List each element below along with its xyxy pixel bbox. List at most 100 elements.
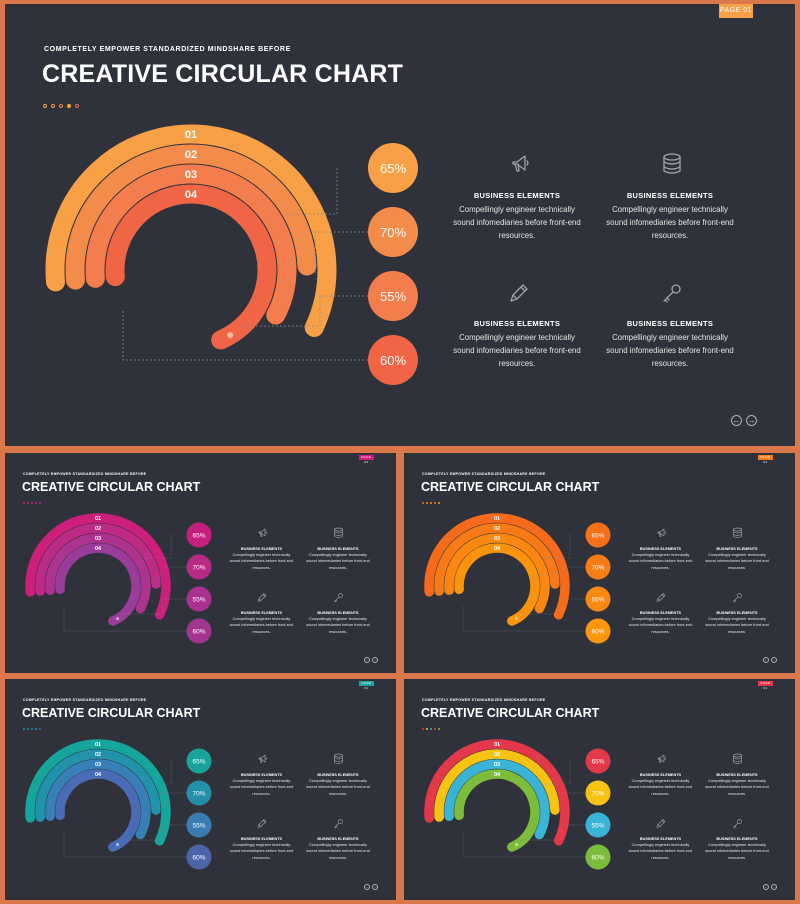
percent-label: 70% bbox=[591, 791, 604, 798]
slide-title: CREATIVE CIRCULAR CHART bbox=[42, 60, 404, 88]
feature-description-line: resources. bbox=[498, 359, 536, 368]
slide-thumbnail-magenta[interactable]: PAGE 01 COMPLETELY EMPOWER STANDARDIZED M… bbox=[5, 453, 396, 673]
key-icon bbox=[334, 593, 343, 603]
feature-description-line: Compellingly engineer technically bbox=[708, 777, 766, 783]
feature-description-line: Compellingly engineer technically bbox=[708, 551, 766, 557]
business-element-block: BUSINESS ELEMENTS Compellingly engineer t… bbox=[699, 773, 775, 798]
feature-title: BUSINESS ELEMENTS bbox=[317, 836, 359, 841]
decorative-dot bbox=[31, 728, 33, 730]
circular-chart: 01 02 03 04 65% 70% 55% 60% bbox=[25, 513, 343, 644]
feature-description-line: Compellingly engineer technically bbox=[232, 841, 291, 847]
connector-line bbox=[159, 566, 187, 588]
feature-description-line: resources. bbox=[328, 628, 348, 634]
ring-arc-03 bbox=[444, 533, 550, 614]
feature-description-line: resources. bbox=[727, 628, 747, 634]
feature-description-line: Compellingly engineer technically bbox=[232, 551, 291, 557]
feature-description: Compellingly engineer technically sound i… bbox=[699, 552, 775, 572]
percent-circle bbox=[368, 271, 418, 321]
business-element-block: BUSINESS ELEMENTS Compellingly engineer t… bbox=[224, 837, 300, 862]
feature-title: BUSINESS ELEMENTS bbox=[639, 610, 682, 615]
business-element-block: BUSINESS ELEMENTS Compellingly engineer t… bbox=[300, 611, 376, 636]
feature-description-line: sound infomediaries before front-end bbox=[705, 558, 769, 563]
slide-thumbnail-orange[interactable]: PAGE 01 COMPLETELY EMPOWER STANDARDIZED M… bbox=[404, 453, 795, 673]
feature-description: Compellingly engineer technically sound i… bbox=[224, 778, 300, 798]
key-icon bbox=[733, 593, 742, 603]
decorative-dot bbox=[23, 502, 25, 504]
decorative-dot bbox=[75, 104, 79, 108]
slide-title: CREATIVE CIRCULAR CHART bbox=[421, 706, 600, 720]
next-arrow-icon[interactable]: → bbox=[372, 657, 378, 663]
next-arrow-icon[interactable]: → bbox=[746, 415, 757, 426]
percent-circle bbox=[368, 207, 418, 257]
next-arrow-icon[interactable]: → bbox=[771, 657, 777, 663]
ring-arc-02 bbox=[65, 144, 317, 290]
slide-thumbnail-rainbow[interactable]: PAGE 01 COMPLETELY EMPOWER STANDARDIZED M… bbox=[404, 679, 795, 900]
business-element-block: BUSINESS ELEMENTS Compellingly engineer t… bbox=[224, 611, 300, 636]
feature-description-line: Compellingly engineer technically bbox=[459, 205, 575, 214]
key-icon bbox=[733, 819, 742, 829]
feature-description-line: sound infomediaries before front-end bbox=[229, 784, 294, 789]
next-arrow-icon[interactable]: → bbox=[372, 884, 378, 890]
slide-navigation: ← → bbox=[364, 657, 378, 663]
percent-label: 55% bbox=[192, 597, 205, 604]
business-element-block: BUSINESS ELEMENTS Compellingly engineer t… bbox=[623, 837, 699, 862]
percent-label: 60% bbox=[591, 855, 604, 862]
ring-label: 02 bbox=[494, 752, 500, 758]
feature-description-line: resources. bbox=[651, 359, 689, 368]
percent-circle bbox=[186, 618, 212, 644]
ring-arc-01 bbox=[45, 124, 337, 337]
percent-circle bbox=[186, 844, 212, 870]
connector-line bbox=[543, 761, 571, 785]
feature-description: Compellingly engineer technically sound i… bbox=[699, 616, 775, 636]
feature-description-line: resources. bbox=[727, 790, 747, 796]
decorative-dot bbox=[43, 104, 47, 108]
decorative-dot bbox=[31, 502, 33, 504]
feature-title: BUSINESS ELEMENTS bbox=[639, 772, 682, 777]
connector-line bbox=[543, 535, 571, 559]
feature-description: Compellingly engineer technically sound i… bbox=[442, 331, 592, 370]
percent-label: 65% bbox=[192, 759, 205, 766]
feature-description-line: sound infomediaries before front-end bbox=[306, 622, 370, 627]
ring-label: 01 bbox=[185, 129, 197, 141]
decorative-dots bbox=[43, 104, 79, 108]
decorative-dots bbox=[422, 502, 440, 504]
connector-line bbox=[520, 824, 586, 841]
decorative-dot bbox=[27, 502, 29, 504]
feature-description-line: sound infomediaries before front-end bbox=[229, 622, 294, 627]
next-arrow-icon[interactable]: → bbox=[771, 884, 777, 890]
business-element-block: BUSINESS ELEMENTS Compellingly engineer t… bbox=[442, 191, 592, 242]
feature-description: Compellingly engineer technically sound i… bbox=[224, 552, 300, 572]
connector-line bbox=[520, 598, 586, 615]
feature-description: Compellingly engineer technically sound i… bbox=[300, 842, 376, 862]
feature-description-line: Compellingly engineer technically bbox=[631, 777, 690, 783]
slide-title: CREATIVE CIRCULAR CHART bbox=[421, 480, 600, 494]
megaphone-icon bbox=[258, 754, 267, 763]
decorative-dot bbox=[51, 104, 55, 108]
prev-arrow-icon[interactable]: ← bbox=[731, 415, 742, 426]
ring-label: 04 bbox=[95, 546, 102, 552]
decorative-dot bbox=[434, 502, 436, 504]
percent-label: 70% bbox=[192, 565, 205, 572]
business-element-block: BUSINESS ELEMENTS Compellingly engineer t… bbox=[623, 547, 699, 572]
prev-arrow-icon[interactable]: ← bbox=[763, 884, 769, 890]
slide-thumbnail-teal[interactable]: PAGE 01 COMPLETELY EMPOWER STANDARDIZED M… bbox=[5, 679, 396, 900]
prev-arrow-icon[interactable]: ← bbox=[364, 884, 370, 890]
feature-description: Compellingly engineer technically sound i… bbox=[623, 552, 699, 572]
feature-description-line: Compellingly engineer technically bbox=[232, 777, 291, 783]
feature-description: Compellingly engineer technically sound i… bbox=[595, 203, 745, 242]
percent-circle bbox=[585, 812, 611, 838]
business-element-block: BUSINESS ELEMENTS Compellingly engineer t… bbox=[699, 611, 775, 636]
feature-description-line: sound infomediaries before front-end bbox=[705, 848, 769, 853]
connector-line bbox=[283, 168, 338, 215]
decorative-dot bbox=[67, 104, 71, 108]
prev-arrow-icon[interactable]: ← bbox=[763, 657, 769, 663]
circular-chart: 01 02 03 04 65% 70% 55% 60% bbox=[25, 739, 343, 870]
business-element-block: BUSINESS ELEMENTS Compellingly engineer t… bbox=[224, 773, 300, 798]
decorative-dot bbox=[23, 728, 25, 730]
slide-title: CREATIVE CIRCULAR CHART bbox=[22, 706, 201, 720]
ring-end-marker bbox=[227, 332, 234, 339]
prev-arrow-icon[interactable]: ← bbox=[364, 657, 370, 663]
connector-line bbox=[63, 832, 187, 858]
ring-label: 04 bbox=[185, 189, 198, 201]
feature-description: Compellingly engineer technically sound i… bbox=[623, 616, 699, 636]
